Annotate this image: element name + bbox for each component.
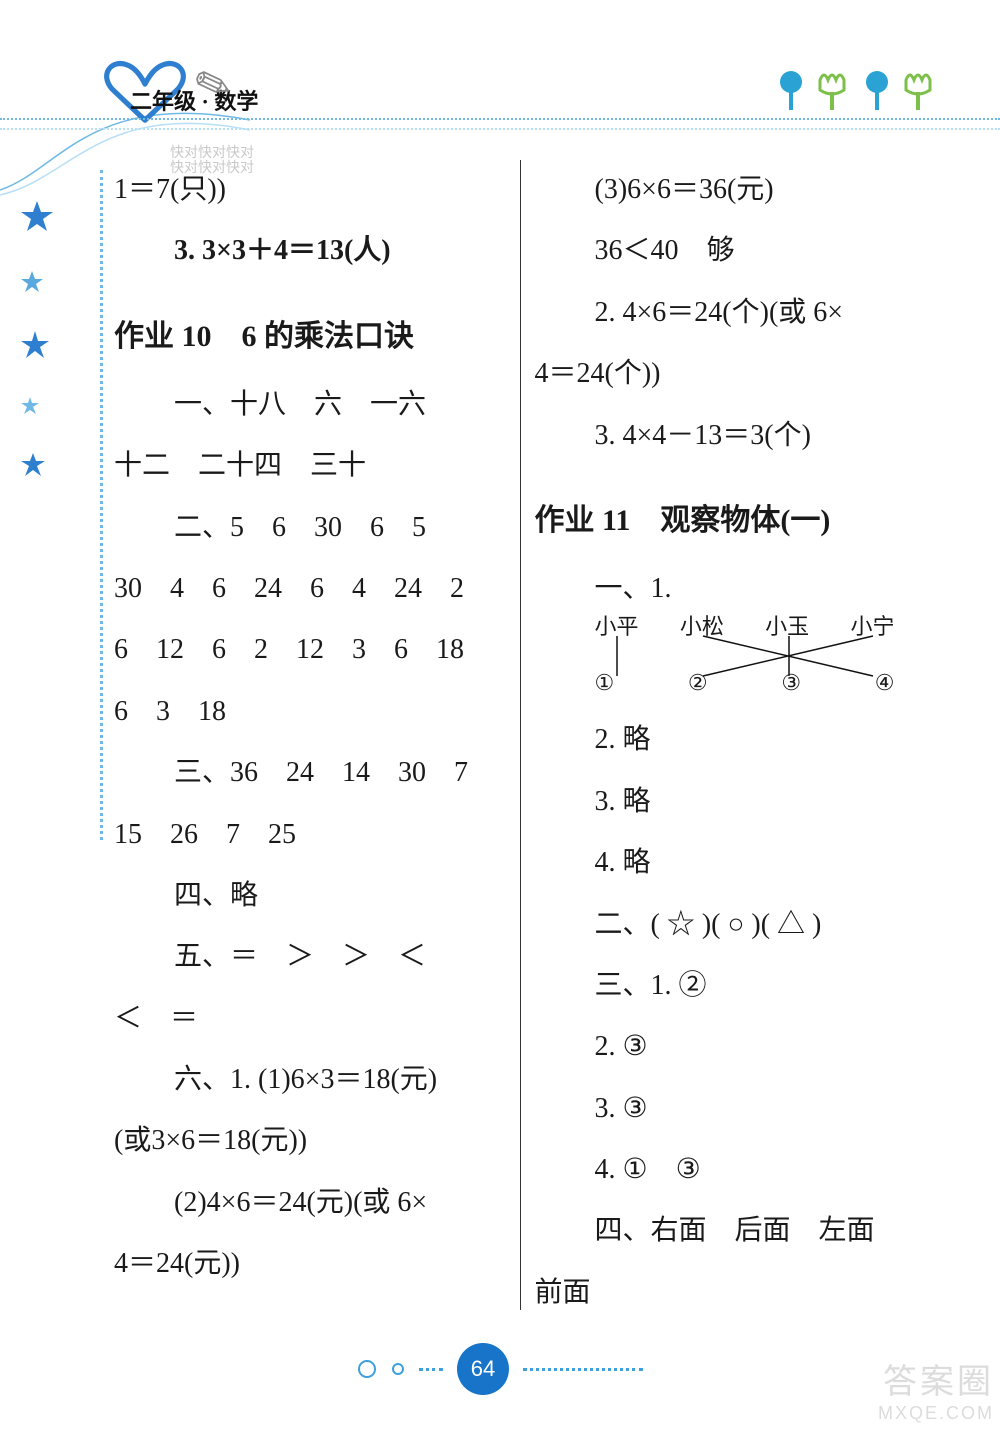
text-line: 3. 略 (535, 780, 927, 823)
text-line: 2. 略 (535, 718, 927, 761)
text-line: 二、5 6 30 6 5 (114, 506, 506, 549)
tulip-icon (814, 70, 854, 112)
match-number: ② (688, 666, 708, 700)
text-line: 3. ③ (535, 1087, 927, 1130)
brand-url: MXQE.COM (878, 1403, 994, 1424)
tulip-icon (900, 70, 940, 112)
item-label: 一、1. (595, 573, 672, 604)
brand-cn: 答案圈 (878, 1354, 994, 1403)
text-line: 15 26 7 25 (114, 813, 506, 856)
star-icon (20, 270, 44, 294)
text-line: 4. ① ③ (535, 1148, 927, 1191)
text-line: 十二 二十四 三十 (114, 444, 506, 487)
text-line: 2. 4×6＝24(个)(或 6× (535, 291, 927, 334)
footer-ring-icon (391, 1362, 405, 1376)
text-line: 3. 3×3＋4＝13(人) (114, 229, 506, 272)
text-line: 四、右面 后面 左面 (535, 1209, 927, 1252)
text-line: ＜ ＝ (114, 997, 506, 1040)
text-line: 1＝7(只)) (114, 168, 506, 211)
flower-icons (778, 70, 940, 112)
text-line: 4＝24(元)) (114, 1242, 506, 1285)
page-footer: 64 (0, 1334, 1000, 1404)
text-line: 4. 略 (535, 841, 927, 884)
matching-problem: 一、1. 小平小松小玉小宁①②③④ (535, 567, 927, 700)
match-number: ① (595, 666, 615, 700)
section-title: 作业 11 观察物体(一) (535, 495, 927, 539)
header-dotline (0, 128, 1000, 130)
text-line: 30 4 6 24 6 4 24 2 (114, 567, 506, 610)
header-dotline (0, 118, 1000, 120)
text-line: 作业 10 6 的乘法口诀 (114, 311, 506, 355)
text-line: 2. ③ (535, 1025, 927, 1068)
matching-diagram: 小平小松小玉小宁①②③④ (595, 610, 895, 700)
left-column: 1＝7(只)) 3. 3×3＋4＝13(人) 作业 10 6 的乘法口诀一、十八 六… (100, 150, 520, 1310)
text-line: 一、十八 六 一六 (114, 383, 506, 426)
match-number: ③ (781, 666, 801, 700)
footer-dots (419, 1368, 443, 1371)
watermark-brand: 答案圈 MXQE.COM (878, 1354, 994, 1424)
text-line: 六、1. (1)6×3＝18(元) (114, 1058, 506, 1101)
text-line: 3. 4×4－13＝3(个) (535, 414, 927, 457)
page-number-badge: 64 (457, 1343, 509, 1395)
text-line: (2)4×6＝24(元)(或 6× (114, 1181, 506, 1224)
right-column: (3)6×6＝36(元) 36＜40 够 2. 4×6＝24(个)(或 6× 4＝24… (521, 150, 941, 1310)
text-line: 四、略 (114, 874, 506, 917)
content-columns: 1＝7(只)) 3. 3×3＋4＝13(人) 作业 10 6 的乘法口诀一、十八 六… (100, 150, 940, 1310)
text-line: 36＜40 够 (535, 229, 927, 272)
lolly-icon (864, 70, 890, 112)
margin-stars (20, 200, 54, 478)
match-number: ④ (875, 666, 895, 700)
text-line: 三、1. ② (535, 964, 927, 1007)
text-line: 五、＝ ＞ ＞ ＜ (114, 935, 506, 978)
text-line: (或3×6＝18(元)) (114, 1119, 506, 1162)
star-icon (20, 396, 40, 416)
text-line: 前面 (535, 1271, 927, 1314)
text-line: (3)6×6＝36(元) (535, 168, 927, 211)
text-line: 4＝24(个)) (535, 352, 927, 395)
text-line: 6 12 6 2 12 3 6 18 (114, 628, 506, 671)
footer-ring-icon (357, 1359, 377, 1379)
star-icon (20, 330, 50, 360)
lolly-icon (778, 70, 804, 112)
text-line: 三、36 24 14 30 7 (114, 751, 506, 794)
text-line: 6 3 18 (114, 690, 506, 733)
star-icon (20, 452, 46, 478)
text-line: 二、( ☆ )( ○ )( △ ) (535, 903, 927, 946)
star-icon (20, 200, 54, 234)
page-header: 二年级 · 数学 ✎ 快对快对快对 快对快对快对 (0, 0, 1000, 130)
footer-dots (523, 1368, 643, 1371)
